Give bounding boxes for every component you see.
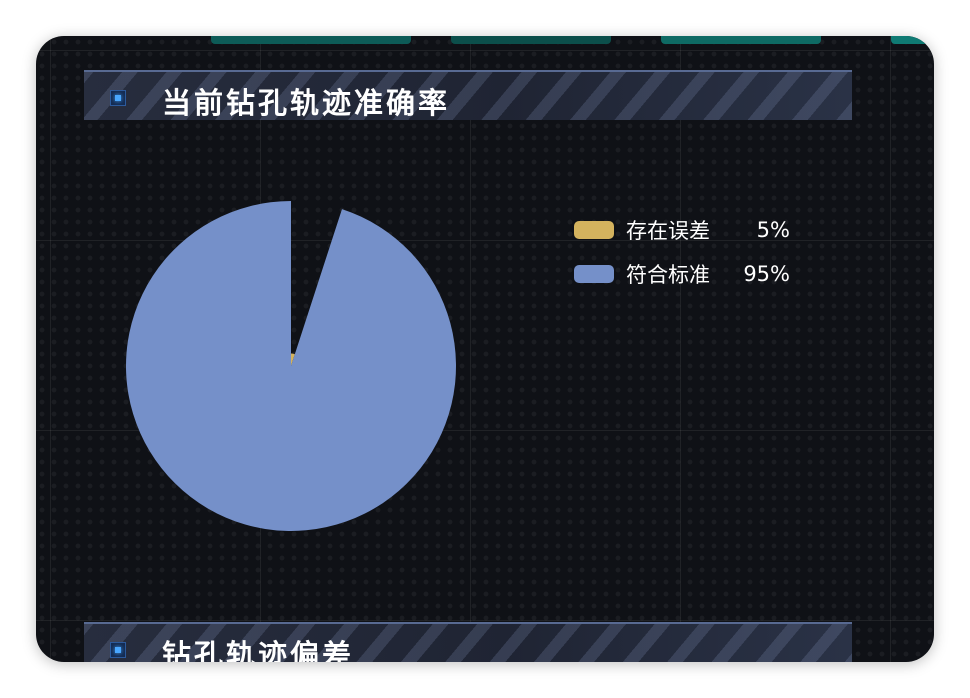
panel-header-deviation: 钻孔轨迹偏差 bbox=[84, 622, 852, 662]
top-accent-strip bbox=[661, 36, 821, 44]
top-accent-strip bbox=[451, 36, 611, 44]
legend-label: 符合标准 bbox=[626, 263, 710, 287]
legend-swatch-standard bbox=[574, 265, 614, 283]
accuracy-pie-chart bbox=[125, 201, 456, 531]
panel-title: 钻孔轨迹偏差 bbox=[162, 638, 355, 662]
panel-header-accuracy: 当前钻孔轨迹准确率 bbox=[84, 70, 852, 120]
panel-title: 当前钻孔轨迹准确率 bbox=[162, 86, 451, 120]
square-bullet-icon bbox=[110, 642, 126, 658]
legend-item-standard[interactable]: 符合标准 95% bbox=[574, 252, 790, 296]
legend-label: 存在误差 bbox=[626, 219, 710, 243]
pie-slice-error[interactable] bbox=[291, 353, 295, 366]
top-accent-strip bbox=[891, 36, 934, 44]
chart-legend: 存在误差 5% 符合标准 95% bbox=[574, 208, 790, 296]
square-bullet-icon bbox=[110, 90, 126, 106]
dashboard-card: 当前钻孔轨迹准确率 存在误差 5% 符合标准 95% 钻孔轨迹偏差 bbox=[36, 36, 934, 662]
pie-slice-standard[interactable] bbox=[125, 201, 456, 531]
legend-item-error[interactable]: 存在误差 5% bbox=[574, 208, 790, 252]
legend-value: 5% bbox=[756, 218, 790, 242]
top-accent-strip bbox=[211, 36, 411, 44]
legend-value: 95% bbox=[743, 262, 790, 286]
legend-swatch-error bbox=[574, 221, 614, 239]
